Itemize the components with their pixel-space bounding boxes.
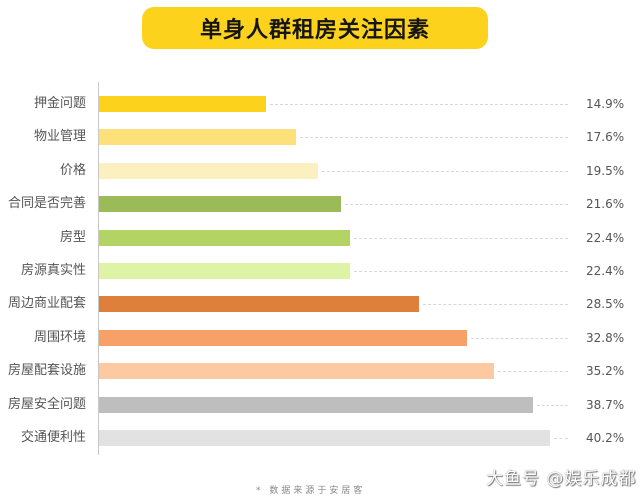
- leader-dashed-line: [537, 404, 568, 406]
- category-label: 物业管理: [33, 129, 86, 145]
- bar-row: 房屋安全问题 38.7%: [0, 396, 640, 413]
- value-label: 38.7%: [586, 397, 625, 412]
- category-label: 房源真实性: [20, 263, 86, 278]
- bar-row: 房型 22.4%: [0, 229, 640, 246]
- bar: [99, 363, 494, 380]
- bar: [99, 430, 551, 446]
- category-label: 合同是否完善: [7, 196, 86, 212]
- bar: [99, 296, 419, 313]
- leader-dashed-line: [345, 204, 568, 206]
- value-label: 21.6%: [586, 197, 625, 212]
- value-label: 40.2%: [586, 431, 625, 445]
- bar-row: 合同是否完善 21.6%: [0, 196, 640, 213]
- leader-dashed-line: [354, 271, 568, 272]
- value-label: 35.2%: [586, 364, 625, 379]
- value-label: 14.9%: [586, 97, 625, 111]
- chart-title: 单身人群租房关注因素: [199, 18, 430, 43]
- leader-dashed-line: [422, 304, 568, 306]
- category-label: 押金问题: [33, 96, 86, 111]
- bar: [99, 329, 468, 346]
- chart-title-banner: 单身人群租房关注因素: [142, 7, 488, 49]
- category-label: 交通便利性: [20, 430, 86, 445]
- leader-dashed-line: [270, 104, 568, 105]
- bar: [99, 263, 351, 279]
- value-label: 19.5%: [586, 163, 625, 178]
- bar-row: 物业管理 17.6%: [0, 129, 640, 146]
- bar-row: 价格 19.5%: [0, 162, 640, 179]
- value-label: 28.5%: [586, 297, 625, 312]
- bar: [99, 229, 351, 246]
- bar-row: 房源真实性 22.4%: [0, 263, 640, 279]
- value-label: 17.6%: [586, 130, 625, 145]
- bar-row: 押金问题 14.9%: [0, 96, 640, 112]
- bar-row: 房屋配套设施 35.2%: [0, 363, 640, 380]
- bar: [99, 129, 297, 146]
- category-label: 房屋配套设施: [7, 363, 86, 379]
- y-axis-line: [98, 82, 99, 455]
- leader-dashed-line: [497, 371, 568, 373]
- bar: [99, 196, 342, 213]
- bar-row: 交通便利性 40.2%: [0, 430, 640, 446]
- leader-dashed-line: [321, 170, 568, 172]
- bar-row: 周围环境 32.8%: [0, 329, 640, 346]
- watermark: 大鱼号 @娱乐成都: [486, 469, 637, 489]
- value-label: 22.4%: [586, 230, 625, 245]
- leader-dashed-line: [354, 237, 568, 239]
- leader-dashed-line: [471, 337, 568, 339]
- leader-dashed-line: [554, 438, 568, 439]
- category-label: 房型: [59, 229, 86, 245]
- bar: [99, 396, 534, 413]
- category-label: 周围环境: [33, 329, 86, 345]
- source-note: * 数据来源于安居客: [256, 486, 366, 496]
- bar: [99, 162, 318, 179]
- bar: [99, 96, 267, 112]
- category-label: 价格: [59, 162, 86, 178]
- category-label: 周边商业配套: [7, 296, 86, 312]
- leader-dashed-line: [300, 137, 568, 139]
- value-label: 22.4%: [586, 264, 625, 278]
- category-label: 房屋安全问题: [7, 396, 86, 412]
- bar-row: 周边商业配套 28.5%: [0, 296, 640, 313]
- value-label: 32.8%: [586, 330, 625, 345]
